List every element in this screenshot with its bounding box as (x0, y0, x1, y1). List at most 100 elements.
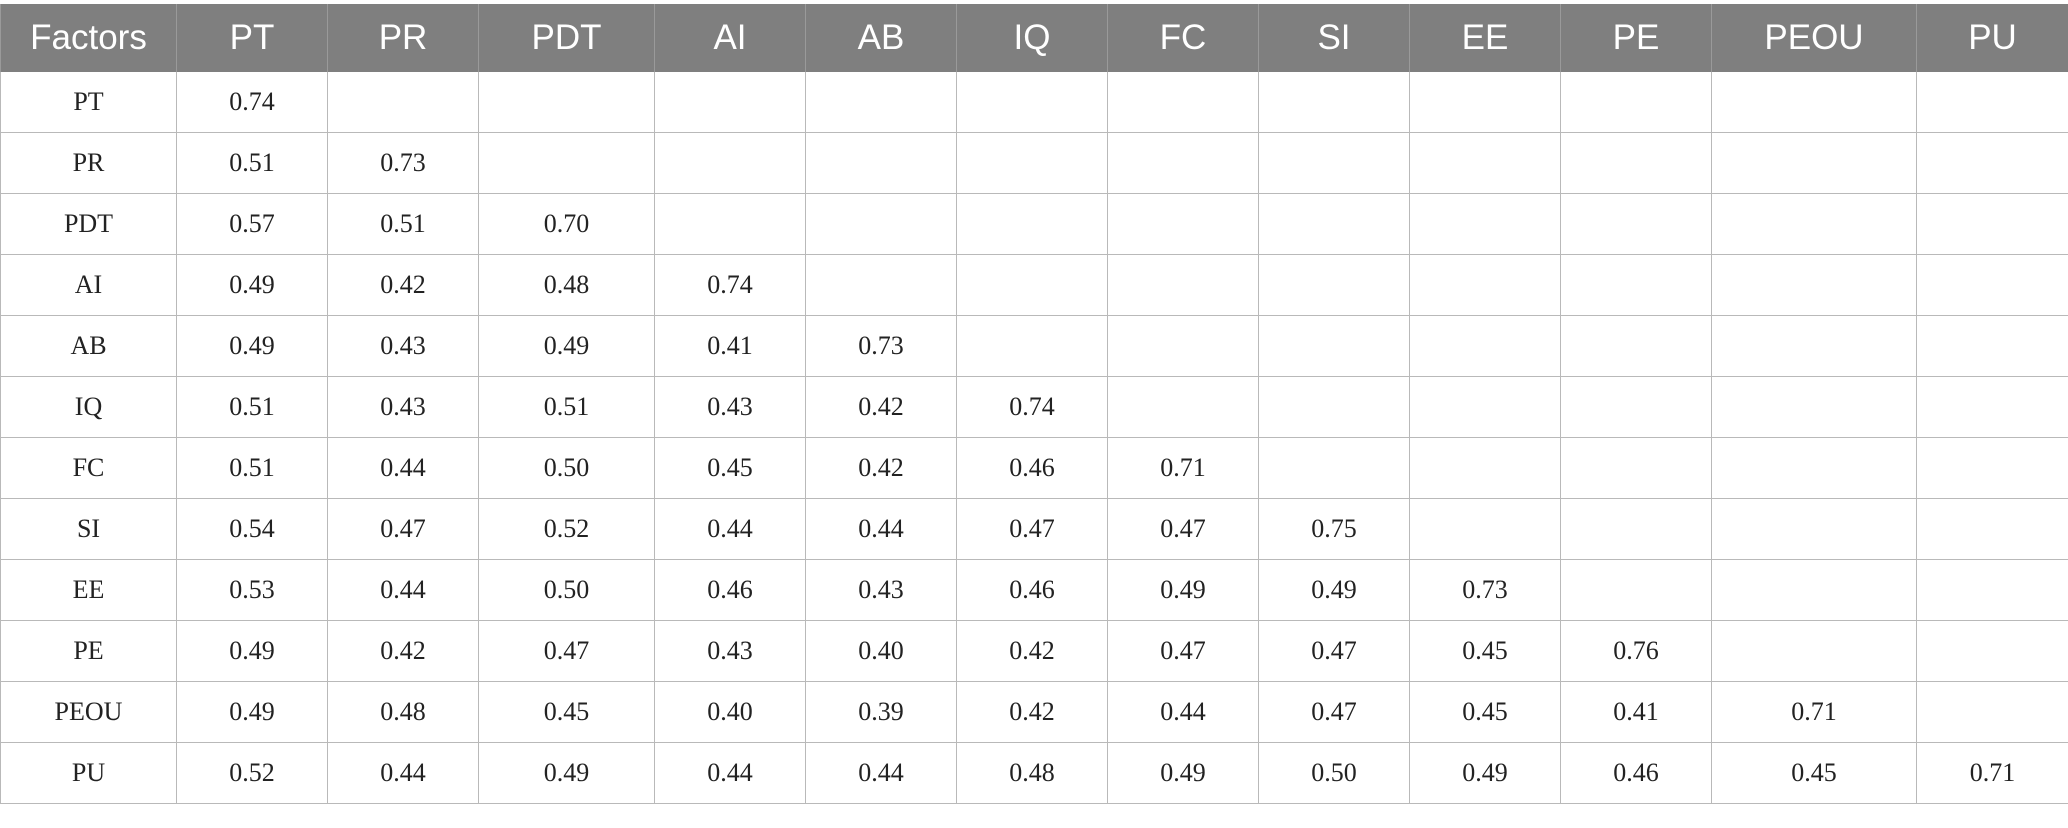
table-cell (1409, 254, 1561, 316)
table-cell: 0.48 (956, 742, 1108, 804)
table-cell: 0.42 (805, 376, 957, 438)
table-cell: 0.44 (327, 437, 479, 499)
table-cell: 0.45 (1711, 742, 1917, 804)
table-cell (1916, 559, 2068, 621)
header-row: Factors PT PR PDT AI AB IQ FC SI EE PE PEOU PU (0, 4, 2068, 72)
table-cell (956, 72, 1108, 133)
table-cell: 0.43 (327, 376, 479, 438)
table-cell: 0.51 (176, 132, 328, 194)
table-cell: 0.44 (805, 498, 957, 560)
table-cell (1916, 132, 2068, 194)
table-cell: 0.71 (1916, 742, 2068, 804)
table-cell (654, 193, 806, 255)
row-label: SI (0, 498, 177, 560)
table-cell (1711, 376, 1917, 438)
table-cell: 0.51 (176, 376, 328, 438)
table-cell: 0.71 (1711, 681, 1917, 743)
table-cell: 0.73 (327, 132, 479, 194)
table-cell (1711, 315, 1917, 377)
row-label: AI (0, 254, 177, 316)
table-cell (1916, 376, 2068, 438)
table-cell (956, 254, 1108, 316)
table-row: PT 0.74 (0, 72, 2068, 133)
column-header-si: SI (1258, 4, 1410, 72)
table-cell (1107, 72, 1259, 133)
table-cell (1560, 498, 1712, 560)
table-cell (805, 254, 957, 316)
table-cell: 0.47 (1107, 620, 1259, 682)
table-cell (1711, 72, 1917, 133)
table-cell (1107, 254, 1259, 316)
table-cell: 0.50 (478, 559, 655, 621)
table-cell: 0.41 (1560, 681, 1712, 743)
table-row: PU 0.52 0.44 0.49 0.44 0.44 0.48 0.49 0.50 0.49 0.… (0, 742, 2068, 804)
column-header-ee: EE (1409, 4, 1561, 72)
table-row: PEOU 0.49 0.48 0.45 0.40 0.39 0.42 0.44 0.47 0.45… (0, 681, 2068, 743)
table-cell (1560, 254, 1712, 316)
table-cell: 0.49 (176, 681, 328, 743)
table-cell: 0.46 (956, 559, 1108, 621)
table-header: Factors PT PR PDT AI AB IQ FC SI EE PE PEOU PU (0, 4, 2068, 72)
table-cell: 0.47 (1258, 681, 1410, 743)
table-cell: 0.52 (478, 498, 655, 560)
table-cell (1711, 132, 1917, 194)
row-label: IQ (0, 376, 177, 438)
table-cell (1711, 254, 1917, 316)
table-cell: 0.50 (1258, 742, 1410, 804)
table-cell (1409, 315, 1561, 377)
table-cell (1409, 376, 1561, 438)
table-cell (1916, 681, 2068, 743)
table-cell: 0.49 (1258, 559, 1410, 621)
table-cell: 0.44 (327, 559, 479, 621)
table-cell (956, 315, 1108, 377)
table-cell: 0.47 (327, 498, 479, 560)
table-cell: 0.44 (1107, 681, 1259, 743)
table-cell: 0.52 (176, 742, 328, 804)
table-cell (1258, 193, 1410, 255)
table-cell: 0.53 (176, 559, 328, 621)
table-cell: 0.48 (327, 681, 479, 743)
column-header-pdt: PDT (478, 4, 655, 72)
table-cell: 0.44 (805, 742, 957, 804)
table-cell: 0.73 (805, 315, 957, 377)
table-cell: 0.51 (327, 193, 479, 255)
table-row: PR 0.51 0.73 (0, 132, 2068, 194)
column-header-pu: PU (1916, 4, 2068, 72)
table-cell: 0.42 (327, 620, 479, 682)
table-cell: 0.49 (176, 315, 328, 377)
row-label: PU (0, 742, 177, 804)
table-cell: 0.74 (176, 72, 328, 133)
table-cell: 0.71 (1107, 437, 1259, 499)
row-label: PT (0, 72, 177, 133)
table-cell (1916, 315, 2068, 377)
table-cell: 0.54 (176, 498, 328, 560)
table-body: PT 0.74 PR 0.51 0.73 PDT 0.57 0.51 0.70 AI 0.49 0.4… (0, 72, 2068, 804)
table-cell (1711, 437, 1917, 499)
table-cell: 0.49 (176, 620, 328, 682)
table-cell (1560, 193, 1712, 255)
table-cell: 0.49 (1409, 742, 1561, 804)
row-label: PE (0, 620, 177, 682)
table-cell: 0.44 (654, 498, 806, 560)
table-cell: 0.45 (654, 437, 806, 499)
row-label: PEOU (0, 681, 177, 743)
table-cell (805, 72, 957, 133)
table-cell: 0.49 (1107, 559, 1259, 621)
table-cell (956, 193, 1108, 255)
correlation-table-container: Factors PT PR PDT AI AB IQ FC SI EE PE PEOU PU PT 0.7… (0, 4, 2068, 804)
table-cell: 0.47 (478, 620, 655, 682)
table-row: AB 0.49 0.43 0.49 0.41 0.73 (0, 315, 2068, 377)
table-cell (327, 72, 479, 133)
table-cell: 0.49 (478, 315, 655, 377)
table-cell (1916, 437, 2068, 499)
table-cell: 0.41 (654, 315, 806, 377)
table-cell (1258, 437, 1410, 499)
table-cell: 0.40 (654, 681, 806, 743)
table-cell (1560, 437, 1712, 499)
column-header-factors: Factors (0, 4, 177, 72)
table-row: PE 0.49 0.42 0.47 0.43 0.40 0.42 0.47 0.47 0.45 0.… (0, 620, 2068, 682)
table-cell: 0.40 (805, 620, 957, 682)
table-cell: 0.44 (654, 742, 806, 804)
table-cell (1711, 620, 1917, 682)
table-row: AI 0.49 0.42 0.48 0.74 (0, 254, 2068, 316)
